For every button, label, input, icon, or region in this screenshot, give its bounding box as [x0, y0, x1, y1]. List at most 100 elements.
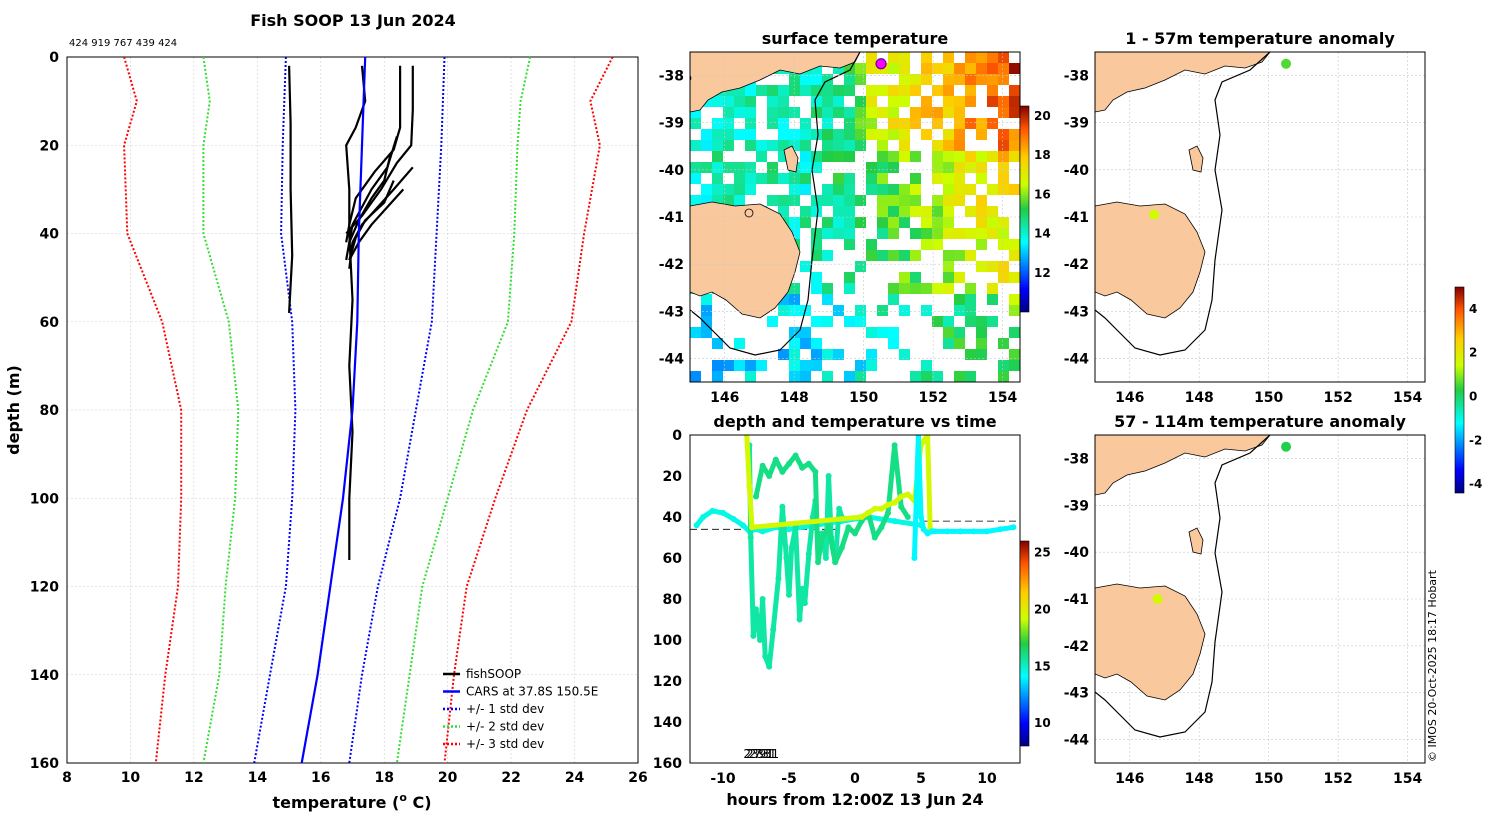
sst-cell	[899, 184, 910, 195]
sst-cell	[877, 206, 888, 217]
sst-cell	[877, 305, 888, 316]
anomaly-shallow-x-tick-label: 148	[1185, 390, 1214, 406]
sst-cell	[690, 327, 701, 338]
sst-cell	[822, 74, 833, 85]
sst-cell	[954, 184, 965, 195]
sst-cell	[844, 63, 855, 74]
sst-cell	[888, 63, 899, 74]
sst-cell	[756, 140, 767, 151]
timeseries-colorbar-tick-label: 10	[1034, 716, 1051, 730]
sst-cell	[789, 294, 800, 305]
sst-cell	[998, 272, 1009, 283]
sst-cell	[811, 162, 822, 173]
timeseries-point	[871, 505, 878, 512]
sst-cell	[811, 74, 822, 85]
sst-cell	[778, 140, 789, 151]
timeseries-point	[747, 534, 754, 541]
profile-x-tick-label: 14	[248, 770, 268, 786]
timeseries-point	[753, 493, 759, 500]
timeseries-point	[838, 544, 845, 551]
profile-x-tick-label: 24	[565, 770, 585, 786]
timeseries-axes-frame	[689, 434, 1021, 764]
sst-cell	[943, 283, 954, 294]
sst-cell	[723, 129, 734, 140]
sst-cell	[723, 162, 734, 173]
sst-cell	[712, 184, 723, 195]
sst-cell	[833, 63, 844, 74]
sst-cell	[932, 371, 943, 382]
sst-cell	[844, 272, 855, 283]
sst-cell	[877, 162, 888, 173]
sst-cell	[943, 272, 954, 283]
sst-cell	[800, 184, 811, 195]
sst-cell	[767, 118, 778, 129]
sst-cell	[844, 118, 855, 129]
sst-cell	[899, 140, 910, 151]
timeseries-x-tick-label: 5	[916, 771, 926, 787]
anomaly-shallow-points	[1149, 58, 1292, 220]
sst-cell	[811, 239, 822, 250]
sst-cell	[745, 140, 756, 151]
sst-cell	[954, 338, 965, 349]
sst-cell	[943, 96, 954, 107]
sst-cell	[822, 228, 833, 239]
sst-cell	[745, 85, 756, 96]
sst-cell	[899, 118, 910, 129]
sst-cell	[844, 173, 855, 184]
anomaly-deep-x-tick-label: 150	[1254, 771, 1283, 787]
sst-cell	[998, 96, 1009, 107]
sst-cell	[899, 206, 910, 217]
sst-cell	[723, 360, 734, 371]
sst-cell	[866, 96, 877, 107]
sst-cell	[910, 118, 921, 129]
sst-cell	[701, 140, 712, 151]
sst-cell	[976, 74, 987, 85]
anomaly-shallow-axes-frame	[1094, 51, 1426, 383]
sst-cell	[833, 129, 844, 140]
timeseries-point	[984, 528, 990, 535]
sst-cell	[910, 173, 921, 184]
sst-cell	[822, 283, 833, 294]
anomaly-deep-x-tick-label: 152	[1324, 771, 1353, 787]
sst-cell	[877, 107, 888, 118]
sst-cell	[899, 272, 910, 283]
sst-cell	[723, 118, 734, 129]
sst-cell	[954, 327, 965, 338]
sst-cell	[954, 162, 965, 173]
sst-cell	[866, 85, 877, 96]
timeseries-y-tick-label: 60	[663, 551, 683, 567]
sst-cell	[954, 305, 965, 316]
anomaly-shallow-title: 1 - 57m temperature anomaly	[1125, 29, 1395, 48]
anomaly-colorbar-tick-label: -2	[1469, 433, 1482, 447]
sst-ship-marker	[875, 58, 887, 70]
profile-y-tick-label: 160	[30, 756, 59, 772]
sst-cell	[932, 173, 943, 184]
timeseries-point	[759, 596, 766, 602]
timeseries-x-tick-label: -10	[710, 771, 736, 787]
sst-cell	[789, 349, 800, 360]
timeseries-x-tick-label: 0	[850, 771, 860, 787]
timeseries-point	[775, 575, 782, 582]
sst-cell	[833, 305, 844, 316]
sst-cell	[800, 74, 811, 85]
sst-cell	[943, 52, 954, 63]
sst-cell	[866, 63, 877, 74]
sst-cell	[943, 151, 954, 162]
sst-cell	[976, 63, 987, 74]
sst-cell	[701, 184, 712, 195]
sst-cell	[965, 96, 976, 107]
sst-cell	[844, 129, 855, 140]
sst-cell	[943, 173, 954, 184]
sst-cell	[1009, 294, 1020, 305]
sst-cell	[899, 283, 910, 294]
sst-cell	[943, 184, 954, 195]
sst-cell	[965, 63, 976, 74]
anomaly-deep-point	[1152, 594, 1163, 604]
sst-cell	[767, 140, 778, 151]
sst-cell	[954, 173, 965, 184]
timeseries-y-tick-label: 80	[663, 592, 683, 608]
sst-cell	[998, 162, 1009, 173]
sst-cell	[778, 294, 789, 305]
sst-cell	[954, 195, 965, 206]
sst-cell	[965, 206, 976, 217]
